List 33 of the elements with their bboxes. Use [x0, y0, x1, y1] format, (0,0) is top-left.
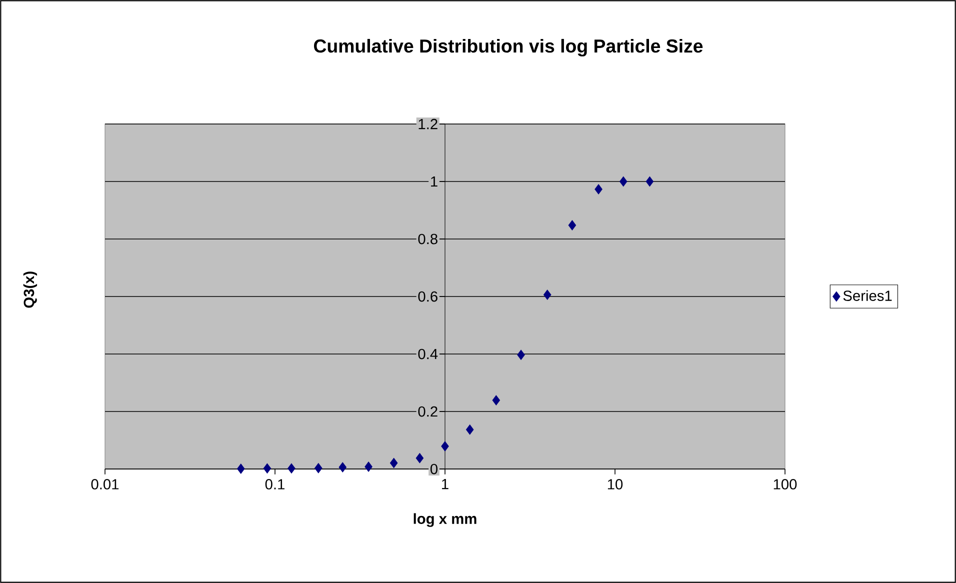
y-tick-label: 0.4 [418, 348, 438, 360]
point [620, 176, 628, 187]
point [237, 464, 245, 474]
x-tick-label: 1 [442, 479, 448, 490]
x-axis-title: log x mm [414, 513, 476, 527]
point [466, 424, 474, 435]
point [390, 458, 398, 468]
x-tick-label: 10 [608, 479, 623, 490]
point [517, 350, 525, 360]
point [441, 441, 449, 452]
point [543, 290, 552, 300]
y-tick-label: 0.6 [418, 291, 438, 302]
x-tick-label: 100 [774, 479, 797, 490]
point [594, 184, 602, 194]
x-tick-label: 0.1 [265, 479, 284, 490]
y-axis-title: Q3(x) [23, 272, 38, 308]
point [364, 462, 372, 472]
point [492, 395, 500, 406]
point [288, 463, 296, 474]
y-tick-label: 0 [430, 464, 438, 474]
x-tick-label: 0.01 [91, 479, 119, 490]
point [568, 220, 576, 230]
y-tick-label: 1 [431, 176, 438, 187]
point [263, 463, 272, 474]
y-tick-label: 1.2 [418, 118, 438, 130]
point [646, 176, 654, 187]
chart-title: Cumulative Distribution vis log Particle Size [314, 38, 703, 56]
point [314, 463, 322, 474]
y-tick-label: 0.8 [418, 234, 438, 244]
legend-label: Series1 [843, 290, 892, 301]
point [338, 462, 347, 472]
y-tick-label: 0.2 [418, 406, 438, 417]
point [416, 453, 424, 464]
